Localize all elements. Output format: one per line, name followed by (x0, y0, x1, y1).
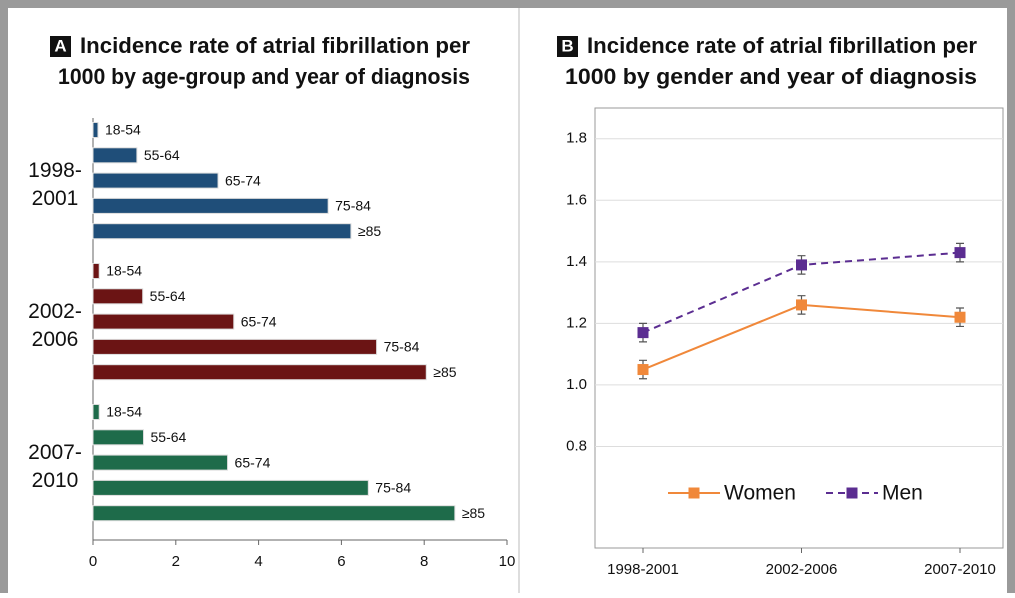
bar (92, 338, 378, 355)
panel-label-box (557, 36, 578, 57)
marker (796, 259, 807, 271)
y-tick-label: 1.6 (566, 191, 587, 208)
bar-label: 75-84 (375, 480, 411, 496)
bar (92, 479, 369, 496)
bar-label: ≥85 (462, 505, 485, 521)
marker (637, 364, 649, 376)
marker (954, 311, 966, 323)
bar-label: ≥85 (358, 223, 381, 239)
y-tick-label: 1.4 (566, 253, 587, 270)
panel-label: B (561, 36, 573, 55)
x-tick-label: 8 (420, 553, 428, 570)
x-tick-label: 2 (172, 553, 180, 570)
bar (92, 263, 100, 279)
marker (796, 299, 807, 311)
y-tick-label: 1.2 (566, 314, 587, 331)
bar (92, 223, 352, 240)
group-label: 2002-2006 (28, 300, 82, 351)
legend-label: Men (882, 482, 923, 505)
x-tick-label: 4 (254, 553, 262, 570)
frame-left (0, 0, 8, 593)
x-tick-label: 10 (499, 553, 516, 570)
legend-label: Women (724, 482, 796, 505)
bar (92, 197, 329, 214)
bar-label: 65-74 (241, 313, 277, 329)
panel-label: A (54, 36, 66, 55)
legend-marker (846, 487, 858, 499)
bar-label: 75-84 (335, 198, 371, 214)
y-tick-label: 1.0 (566, 376, 587, 393)
bar-label: 18-54 (106, 404, 142, 420)
bar-label: 75-84 (384, 339, 420, 355)
legend-marker (688, 487, 700, 499)
bar-label: 55-64 (150, 288, 186, 304)
bar (92, 172, 219, 189)
bar (92, 147, 138, 164)
x-tick-label: 2002-2006 (766, 561, 838, 578)
chart-title: Incidence rate of atrial fibrillation pe… (80, 33, 470, 58)
x-tick-label: 6 (337, 553, 345, 570)
marker (954, 247, 966, 259)
bar (92, 505, 456, 522)
bar (92, 288, 144, 305)
panel-label-box (50, 36, 71, 57)
x-tick-label: 0 (89, 553, 97, 570)
y-tick-label: 1.8 (566, 130, 587, 147)
bar-label: 65-74 (225, 172, 261, 188)
bar (92, 313, 235, 330)
chart-title: 1000 by gender and year of diagnosis (565, 64, 977, 89)
x-tick-label: 2007-2010 (924, 561, 996, 578)
bar (92, 454, 229, 471)
bar (92, 122, 99, 138)
chart-title: 1000 by age-group and year of diagnosis (58, 64, 470, 89)
plot-frame (594, 107, 1004, 549)
group-label: 1998-2001 (28, 159, 82, 210)
y-tick-label: 0.8 (566, 437, 587, 454)
bar-label: 18-54 (105, 122, 141, 138)
bar (92, 364, 427, 381)
bar-label: 55-64 (151, 429, 187, 445)
group-label: 2007-2010 (28, 441, 82, 492)
marker (637, 327, 649, 339)
frame-right (1007, 0, 1015, 593)
bar-label: 18-54 (106, 263, 142, 279)
bar (92, 404, 100, 420)
bar-label: 55-64 (144, 147, 180, 163)
chart-title: Incidence rate of atrial fibrillation pe… (587, 33, 977, 58)
bar-label: ≥85 (433, 364, 456, 380)
bar-label: 65-74 (235, 454, 271, 470)
x-tick-label: 1998-2001 (607, 561, 679, 578)
frame-top (0, 0, 1015, 8)
bar (92, 429, 145, 446)
